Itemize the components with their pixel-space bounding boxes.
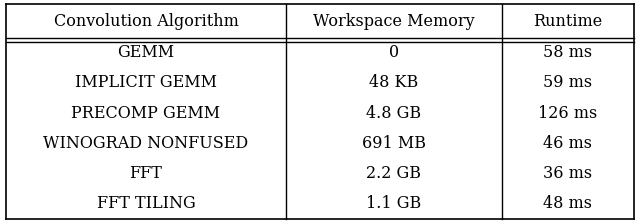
Text: GEMM: GEMM — [117, 44, 175, 61]
Text: Workspace Memory: Workspace Memory — [313, 12, 474, 30]
Text: 4.8 GB: 4.8 GB — [366, 105, 421, 122]
Text: 48 ms: 48 ms — [543, 195, 592, 212]
Text: 48 KB: 48 KB — [369, 74, 419, 91]
Text: FFT: FFT — [129, 165, 163, 182]
Text: 36 ms: 36 ms — [543, 165, 592, 182]
Text: 1.1 GB: 1.1 GB — [366, 195, 421, 212]
Text: Convolution Algorithm: Convolution Algorithm — [54, 12, 238, 30]
Text: 2.2 GB: 2.2 GB — [366, 165, 421, 182]
Text: 0: 0 — [388, 44, 399, 61]
Text: 46 ms: 46 ms — [543, 135, 592, 152]
Text: 126 ms: 126 ms — [538, 105, 597, 122]
Text: Runtime: Runtime — [533, 12, 602, 30]
Text: FFT TILING: FFT TILING — [97, 195, 195, 212]
Text: WINOGRAD NONFUSED: WINOGRAD NONFUSED — [44, 135, 248, 152]
Text: IMPLICIT GEMM: IMPLICIT GEMM — [75, 74, 217, 91]
Text: 58 ms: 58 ms — [543, 44, 592, 61]
Text: 691 MB: 691 MB — [362, 135, 426, 152]
Text: PRECOMP GEMM: PRECOMP GEMM — [72, 105, 221, 122]
Text: 59 ms: 59 ms — [543, 74, 592, 91]
